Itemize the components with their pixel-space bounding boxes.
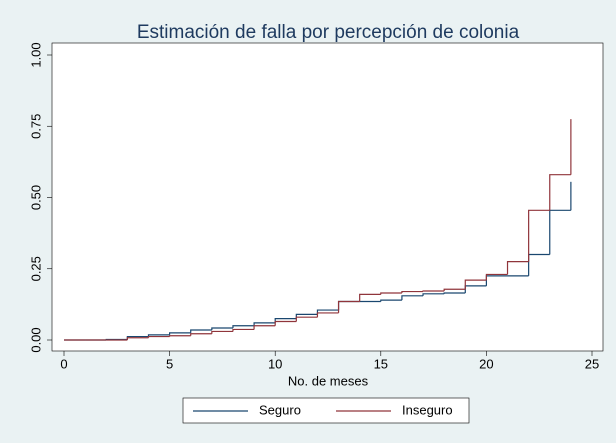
x-axis-label: No. de meses	[288, 373, 369, 388]
step-segment	[443, 288, 466, 291]
y-tick-label: 0.25	[28, 256, 43, 281]
chart-title: Estimación de falla por percepción de co…	[137, 22, 520, 43]
step-segment	[274, 320, 297, 326]
step-segment	[549, 174, 571, 211]
x-tick-label: 10	[268, 356, 282, 371]
y-tick-label: 0.75	[28, 114, 43, 139]
step-segment	[190, 329, 212, 333]
step-segment	[443, 292, 466, 294]
x-tick-label: 20	[479, 356, 493, 371]
step-segment	[359, 293, 381, 302]
step-segment	[337, 300, 360, 313]
y-tick-label: 0.00	[28, 327, 43, 352]
step-segment	[401, 290, 424, 293]
y-tick-label: 1.00	[28, 42, 43, 67]
step-segment	[380, 299, 402, 302]
step-segment	[147, 335, 170, 338]
y-tick-label: 0.50	[28, 185, 43, 210]
step-segment	[253, 322, 276, 326]
x-tick-label: 5	[166, 356, 173, 371]
step-segment	[422, 290, 445, 292]
legend-label: Seguro	[259, 402, 301, 417]
step-segment	[190, 333, 212, 336]
step-segment	[169, 335, 191, 337]
step-segment	[422, 293, 445, 296]
plot-area	[51, 42, 604, 352]
step-segment	[528, 209, 550, 262]
step-segment	[464, 279, 487, 290]
step-segment	[232, 328, 255, 332]
step-segment	[169, 332, 191, 335]
step-segment	[211, 330, 233, 334]
step-segment	[401, 295, 424, 301]
step-segment	[232, 325, 255, 329]
step-segment	[211, 327, 233, 331]
step-segment	[485, 273, 508, 281]
legend-label: Inseguro	[402, 402, 453, 417]
step-segment	[380, 292, 402, 295]
step-segment	[253, 325, 276, 330]
step-segment	[126, 337, 149, 340]
x-tick-label: 0	[60, 356, 67, 371]
step-segment	[316, 312, 339, 318]
x-tick-label: 15	[374, 356, 388, 371]
step-segment	[295, 316, 318, 322]
step-segment	[506, 261, 529, 275]
x-tick-label: 25	[585, 356, 599, 371]
